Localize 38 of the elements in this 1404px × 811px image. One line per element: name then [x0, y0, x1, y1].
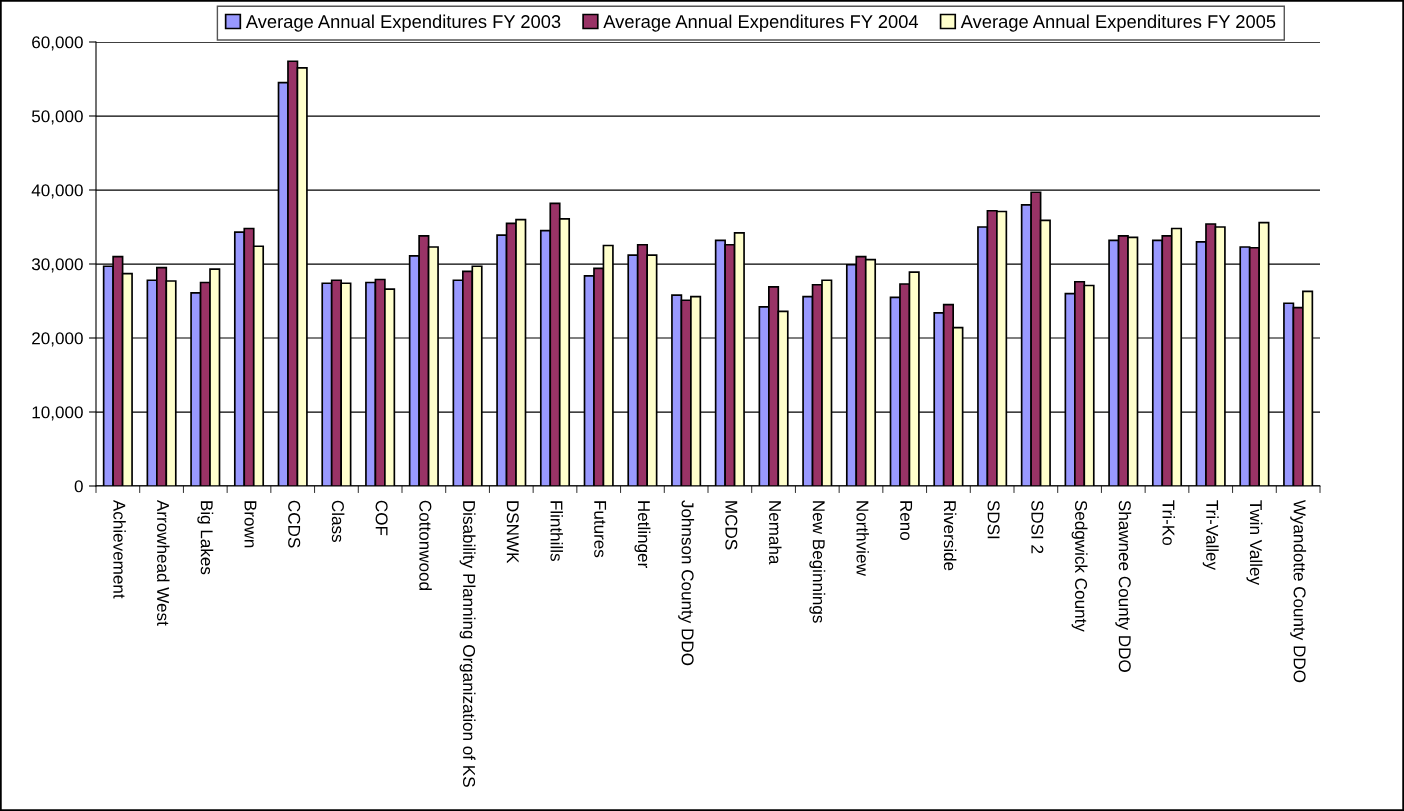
- x-tick-label: Tri-Valley: [1202, 500, 1219, 571]
- x-tick-label: Nemaha: [768, 501, 782, 565]
- x-tick-label: Sedgwick County: [1071, 500, 1088, 632]
- x-tick-label: SDSI: [987, 500, 1000, 539]
- y-tick-label: 10,000: [32, 406, 83, 421]
- x-tick-label: Achievement: [113, 499, 126, 599]
- x-tick-label: Reno: [900, 501, 913, 541]
- x-tick-label: Cottonwood: [419, 500, 432, 590]
- legend-label: Average Annual Expenditures FY 2003: [245, 14, 561, 32]
- x-tick-label: MCDS: [725, 501, 738, 550]
- x-tick-label: SDSI 2: [1031, 500, 1044, 554]
- x-tick-label: Brown: [244, 501, 257, 548]
- x-tick-label: Arrowhead West: [156, 499, 170, 626]
- x-tick-label: Twin Valley: [1246, 500, 1263, 585]
- x-tick-label: Shawnee County DDO: [1115, 500, 1132, 672]
- x-tick-label: CCDS: [288, 500, 301, 548]
- x-tick-label: Big Lakes: [197, 501, 214, 575]
- x-tick-label: Hetlinger: [634, 501, 651, 568]
- x-tick-label: Flinthills: [550, 501, 563, 561]
- legend-label: Average Annual Expenditures FY 2005: [960, 14, 1276, 32]
- x-tick-label: Class: [331, 500, 345, 542]
- x-tick-label: Disability Planning Organization of KS: [459, 501, 476, 787]
- x-tick-label: Wyandotte County DDO: [1290, 499, 1307, 683]
- y-tick-label: 50,000: [31, 110, 83, 125]
- y-tick-label: 20,000: [32, 332, 83, 347]
- x-tick-label: COF: [375, 500, 388, 536]
- y-tick-label: 60,000: [32, 36, 83, 51]
- x-tick-label: Tri-Ko: [1162, 500, 1175, 546]
- x-tick-label: New Beginnings: [809, 501, 826, 623]
- y-tick-label: 0: [74, 480, 83, 493]
- x-tick-label: Futures: [594, 501, 607, 558]
- x-tick-label: Johnson County DDO: [678, 500, 695, 666]
- y-tick-label: 40,000: [31, 184, 83, 199]
- x-tick-label: Riverside: [943, 501, 957, 571]
- legend-label: Average Annual Expenditures FY 2004: [603, 14, 919, 32]
- x-tick-label: DSNWK: [506, 501, 519, 564]
- y-tick-label: 30,000: [31, 258, 83, 273]
- x-tick-label: Northview: [856, 501, 869, 576]
